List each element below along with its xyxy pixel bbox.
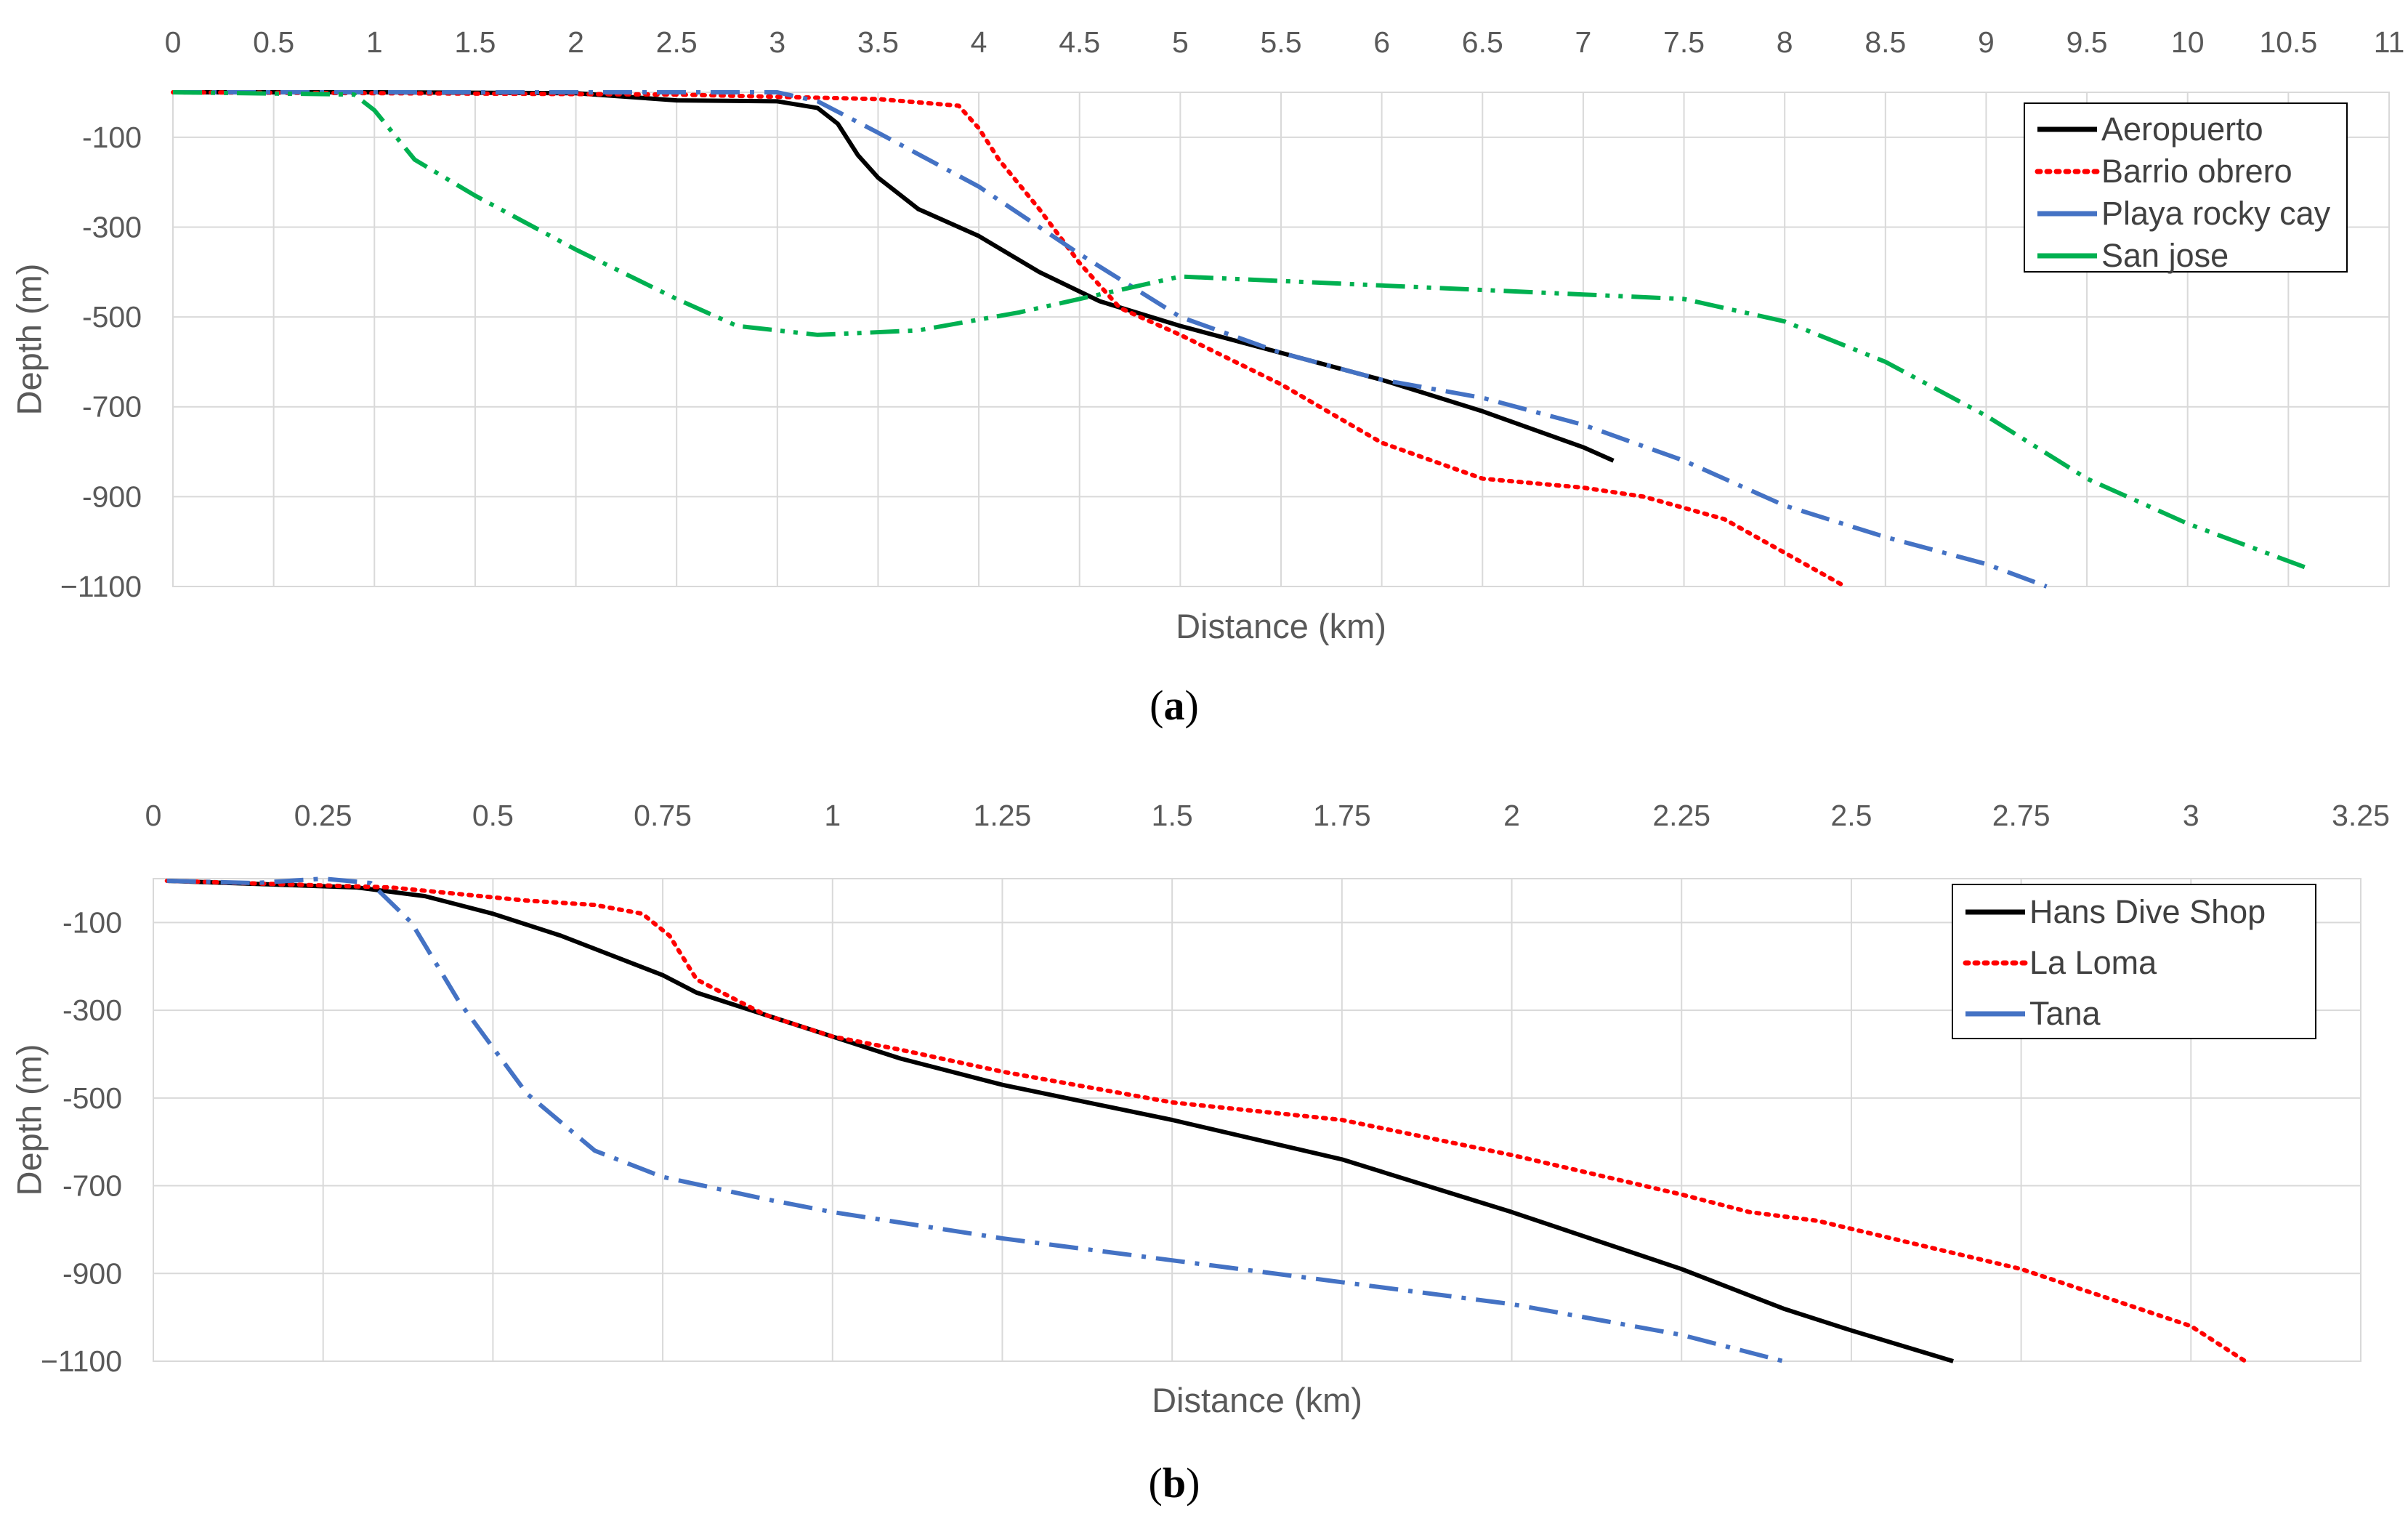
x-tick-label: 8 [1777, 25, 1793, 59]
panel-b-series [164, 876, 2248, 1363]
panel-b-caption: (b) [1149, 1459, 1200, 1507]
series-line-hans-dive-shop [166, 879, 1954, 1363]
x-tick-label: 3.5 [857, 25, 899, 59]
x-tick-label: 7.5 [1663, 25, 1705, 59]
series-line-barrio-obrero [171, 90, 1848, 589]
y-tick-label: -300 [82, 210, 142, 243]
panel-b-x-axis-title: Distance (km) [1152, 1381, 1362, 1419]
series-line-aeropuerto [173, 90, 1615, 463]
y-tick-label: −1100 [41, 1344, 122, 1378]
x-tick-label: 0 [145, 799, 162, 832]
x-tick-label: 9.5 [2066, 25, 2108, 59]
y-tick-label: -500 [62, 1081, 122, 1115]
panel-a-y-axis-title: Depth (m) [10, 264, 49, 416]
y-tick-label: −1100 [60, 570, 142, 603]
x-tick-label: 0 [165, 25, 182, 59]
panel-a-caption-letter: a [1164, 682, 1185, 729]
x-tick-label: 2.5 [656, 25, 698, 59]
x-tick-label: 0.25 [294, 799, 352, 832]
panel-b-x-tick-labels: 0 0.25 0.5 0.75 1 1.25 1.5 1.75 2 2.25 2.5 2.75 3 3.2… [145, 799, 2390, 832]
x-tick-label: 11 [2374, 25, 2405, 59]
panel-a-series [171, 90, 2310, 589]
x-tick-label: 1.5 [454, 25, 496, 59]
panel-b-plot-area [153, 878, 2361, 1362]
x-tick-label: 6.5 [1462, 25, 1503, 59]
x-tick-label: 3 [769, 25, 785, 59]
x-tick-label: 2 [567, 25, 584, 59]
panel-a-x-tick-labels: 0 0.5 1 1.5 2 2.5 3 3.5 4 4.5 5 5.5 6 6.5 7 7.5 8 8.5 9 9.5… [165, 25, 2405, 59]
x-tick-label: 3 [2183, 799, 2199, 832]
series-line-tana [166, 876, 1785, 1363]
y-tick-label: -700 [62, 1169, 122, 1203]
x-tick-label: 3.25 [2332, 799, 2390, 832]
y-tick-label: -300 [62, 993, 122, 1027]
series-line-la-loma [164, 879, 2248, 1363]
panel-b-y-axis-title: Depth (m) [10, 1044, 49, 1196]
x-tick-label: 1.75 [1313, 799, 1371, 832]
y-tick-label: -100 [82, 121, 142, 154]
x-tick-label: 5.5 [1261, 25, 1302, 59]
x-tick-label: 2.25 [1652, 799, 1710, 832]
x-tick-label: 9 [1978, 25, 1995, 59]
panel-a-x-axis-title: Distance (km) [1176, 607, 1386, 645]
x-tick-label: 2.5 [1830, 799, 1872, 832]
x-tick-label: 0.5 [472, 799, 514, 832]
y-tick-label: -900 [82, 480, 142, 513]
x-tick-label: 0.5 [253, 25, 294, 59]
panel-b-legend: Hans Dive Shop La Loma Tana [1952, 884, 2316, 1039]
panel-a-line-chart: 0 0.5 1 1.5 2 2.5 3 3.5 4 4.5 5 5.5 6 6.5 7 7.5 8 8.5 9 9.5… [10, 25, 2405, 729]
x-tick-label: 1 [366, 25, 383, 59]
legend-label: San jose [2101, 237, 2229, 274]
panel-a-legend: Aeropuerto Barrio obrero Playa rocky cay Sa… [2024, 102, 2348, 274]
panel-a-caption: (a) [1150, 682, 1199, 729]
x-tick-label: 10.5 [2259, 25, 2317, 59]
x-tick-label: 4 [971, 25, 987, 59]
x-tick-label: 8.5 [1864, 25, 1906, 59]
x-tick-label: 7 [1575, 25, 1592, 59]
legend-label: Aeropuerto [2101, 110, 2263, 148]
series-line-playa-rocky-cay [173, 90, 2048, 589]
y-tick-label: -500 [82, 300, 142, 334]
x-tick-label: 2 [1503, 799, 1520, 832]
x-tick-label: 1 [824, 799, 841, 832]
x-tick-label: 0.75 [634, 799, 692, 832]
x-tick-label: 6 [1373, 25, 1390, 59]
legend-label: Tana [2029, 995, 2101, 1032]
legend-label: Playa rocky cay [2101, 195, 2331, 232]
x-tick-label: 4.5 [1059, 25, 1100, 59]
x-tick-label: 5 [1172, 25, 1189, 59]
panel-a-y-tick-labels: -100 -300 -500 -700 -900 −1100 [60, 121, 142, 603]
legend-label: Hans Dive Shop [2029, 893, 2266, 930]
panel-b-line-chart: 0 0.25 0.5 0.75 1 1.25 1.5 1.75 2 2.25 2.5 2.75 3 3.2… [10, 799, 2390, 1507]
x-tick-label: 2.75 [1992, 799, 2051, 832]
series-line-san-jose [172, 90, 2310, 571]
panel-b-y-tick-labels: -100 -300 -500 -700 -900 −1100 [41, 906, 122, 1378]
legend-label: Barrio obrero [2101, 153, 2292, 190]
legend-label: La Loma [2029, 944, 2157, 981]
panel-b-caption-letter: b [1163, 1459, 1186, 1507]
y-tick-label: -100 [62, 906, 122, 939]
y-tick-label: -700 [82, 390, 142, 424]
x-tick-label: 1.5 [1152, 799, 1193, 832]
panel-a-plot-area [172, 92, 2390, 587]
y-tick-label: -900 [62, 1257, 122, 1290]
x-tick-label: 1.25 [974, 799, 1032, 832]
x-tick-label: 10 [2171, 25, 2205, 59]
